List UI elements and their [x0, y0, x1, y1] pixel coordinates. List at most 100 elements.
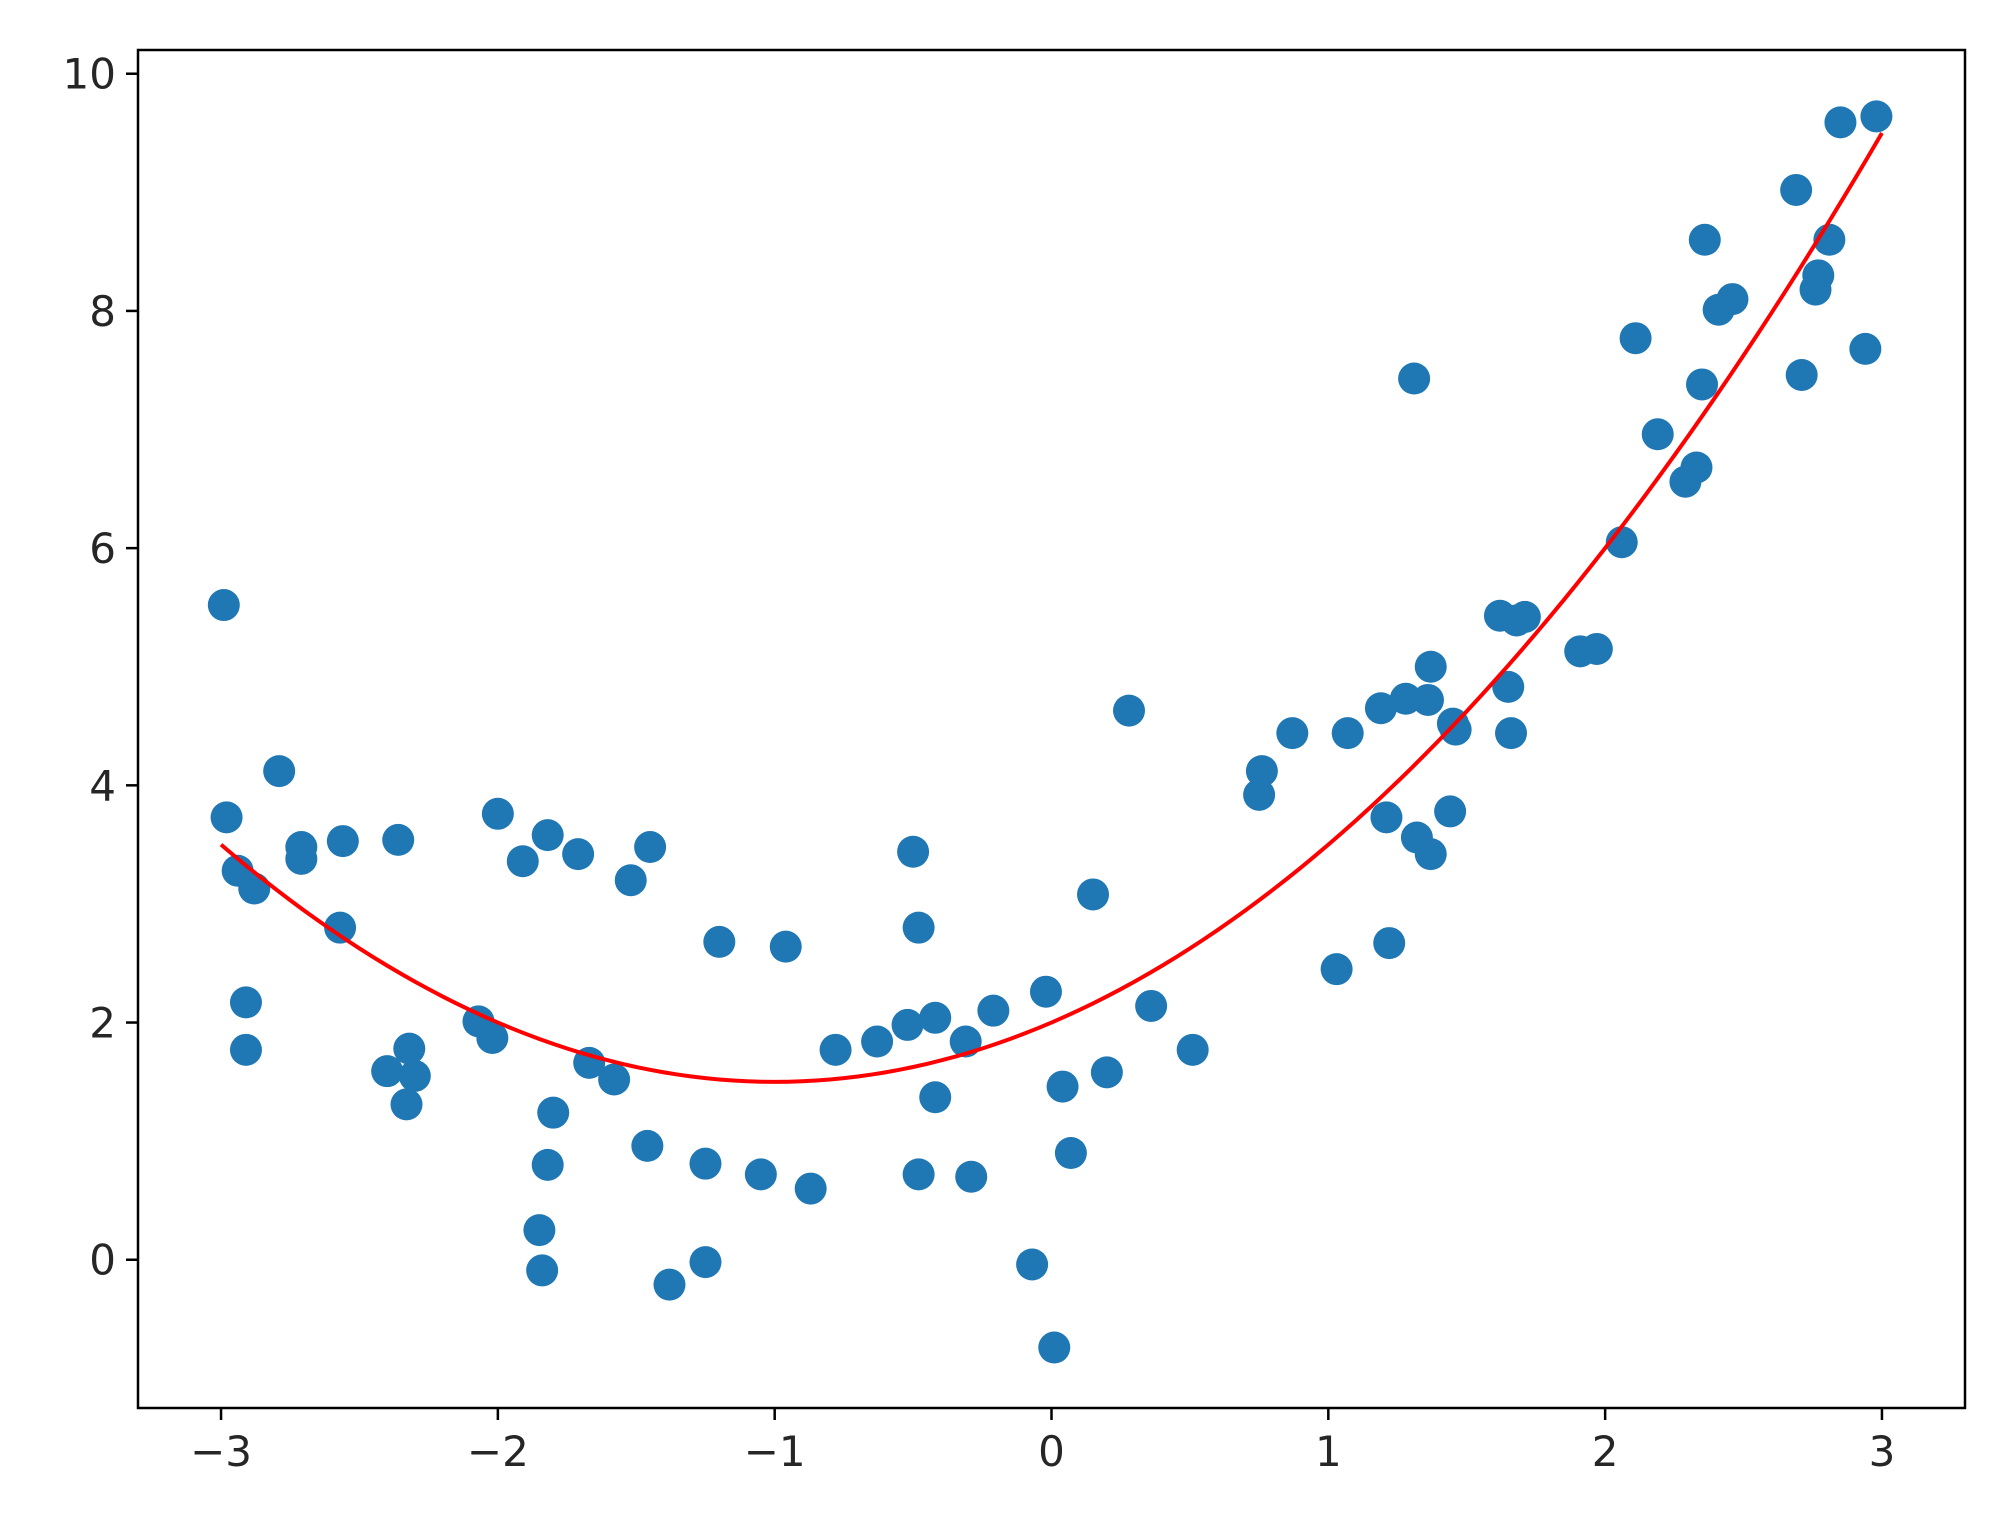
data-point-4 — [229, 986, 262, 1019]
data-point-87 — [1680, 451, 1713, 484]
data-point-92 — [1780, 173, 1813, 206]
data-point-61 — [1276, 717, 1309, 750]
data-point-53 — [1054, 1137, 1087, 1169]
data-point-44 — [919, 1001, 952, 1034]
data-point-17 — [476, 1021, 509, 1054]
y-tick-label: 6 — [89, 524, 116, 573]
data-point-88 — [1686, 368, 1719, 401]
data-point-15 — [390, 1088, 423, 1121]
data-point-12 — [371, 1055, 404, 1088]
data-point-18 — [481, 797, 514, 830]
y-tick-label: 10 — [63, 50, 116, 99]
data-point-36 — [769, 930, 802, 963]
data-point-43 — [902, 1158, 935, 1191]
data-point-55 — [1090, 1056, 1123, 1089]
data-point-9 — [326, 825, 359, 858]
data-point-34 — [703, 925, 736, 958]
data-point-64 — [1364, 692, 1397, 725]
data-point-14 — [398, 1059, 431, 1092]
data-point-27 — [598, 1063, 631, 1096]
data-point-25 — [526, 1254, 559, 1287]
data-point-3 — [238, 872, 271, 905]
data-point-32 — [689, 1147, 722, 1180]
fit-curve-layer — [219, 132, 1884, 1084]
data-point-68 — [1398, 362, 1431, 395]
data-point-31 — [653, 1268, 686, 1301]
scatter-points — [207, 100, 1893, 1364]
data-point-39 — [861, 1025, 894, 1058]
data-point-5 — [229, 1033, 262, 1066]
data-point-49 — [1016, 1248, 1049, 1281]
data-point-11 — [382, 823, 415, 856]
data-point-59 — [1243, 778, 1276, 811]
data-point-45 — [919, 1081, 952, 1114]
y-tick-label: 2 — [89, 999, 116, 1048]
data-point-84 — [1619, 322, 1652, 355]
data-point-82 — [1580, 632, 1613, 665]
data-point-6 — [263, 755, 296, 788]
x-axis: −3 −2 −1 0 1 2 3 — [190, 1408, 1895, 1476]
data-point-52 — [1046, 1070, 1079, 1103]
data-point-73 — [1434, 795, 1467, 828]
x-tick-label: 1 — [1315, 1427, 1342, 1476]
data-point-1 — [210, 801, 243, 834]
data-point-91 — [1716, 283, 1749, 316]
data-point-40 — [891, 1008, 924, 1041]
x-tick-label: 2 — [1592, 1427, 1619, 1476]
data-point-80 — [1508, 600, 1541, 633]
data-point-89 — [1688, 223, 1721, 256]
data-point-20 — [531, 819, 564, 852]
data-point-95 — [1802, 259, 1835, 292]
data-point-19 — [506, 845, 539, 878]
data-point-70 — [1411, 683, 1444, 716]
data-point-50 — [1029, 975, 1062, 1008]
data-point-72 — [1414, 838, 1447, 871]
data-point-35 — [744, 1158, 777, 1191]
data-point-30 — [631, 1129, 664, 1162]
x-tick-label: 3 — [1869, 1427, 1896, 1476]
data-point-71 — [1414, 650, 1447, 683]
data-point-75 — [1439, 713, 1472, 746]
data-point-77 — [1492, 670, 1525, 703]
data-point-63 — [1331, 717, 1364, 750]
data-point-42 — [902, 911, 935, 944]
data-point-47 — [955, 1160, 988, 1193]
data-point-23 — [531, 1148, 564, 1181]
data-point-57 — [1135, 989, 1168, 1022]
data-point-98 — [1849, 332, 1882, 365]
data-point-33 — [689, 1246, 722, 1279]
y-axis: 0 2 4 6 8 10 — [63, 50, 138, 1285]
data-point-8 — [285, 842, 318, 875]
x-tick-label: −3 — [190, 1427, 252, 1476]
data-point-29 — [634, 831, 667, 864]
data-point-66 — [1373, 927, 1406, 960]
fit-curve — [219, 132, 1884, 1084]
data-point-65 — [1370, 801, 1403, 834]
data-point-99 — [1860, 100, 1893, 133]
y-tick-label: 0 — [89, 1236, 116, 1285]
data-point-85 — [1641, 418, 1674, 451]
data-point-78 — [1495, 717, 1528, 750]
y-tick-label: 8 — [89, 287, 116, 336]
data-point-28 — [614, 864, 647, 897]
data-point-56 — [1113, 694, 1146, 727]
x-tick-label: −2 — [467, 1427, 529, 1476]
data-point-60 — [1245, 755, 1278, 788]
data-point-51 — [1038, 1331, 1071, 1364]
data-point-41 — [897, 835, 930, 868]
data-point-38 — [819, 1033, 852, 1066]
data-point-93 — [1785, 358, 1818, 391]
data-point-97 — [1824, 106, 1857, 139]
data-point-0 — [207, 589, 240, 622]
data-point-48 — [977, 994, 1010, 1027]
data-point-54 — [1077, 878, 1110, 911]
x-tick-label: −1 — [744, 1427, 806, 1476]
data-point-58 — [1176, 1033, 1209, 1066]
data-point-21 — [562, 838, 595, 871]
data-point-22 — [537, 1096, 570, 1129]
x-tick-label: 0 — [1038, 1427, 1065, 1476]
data-point-10 — [324, 911, 357, 944]
data-point-13 — [393, 1032, 426, 1065]
